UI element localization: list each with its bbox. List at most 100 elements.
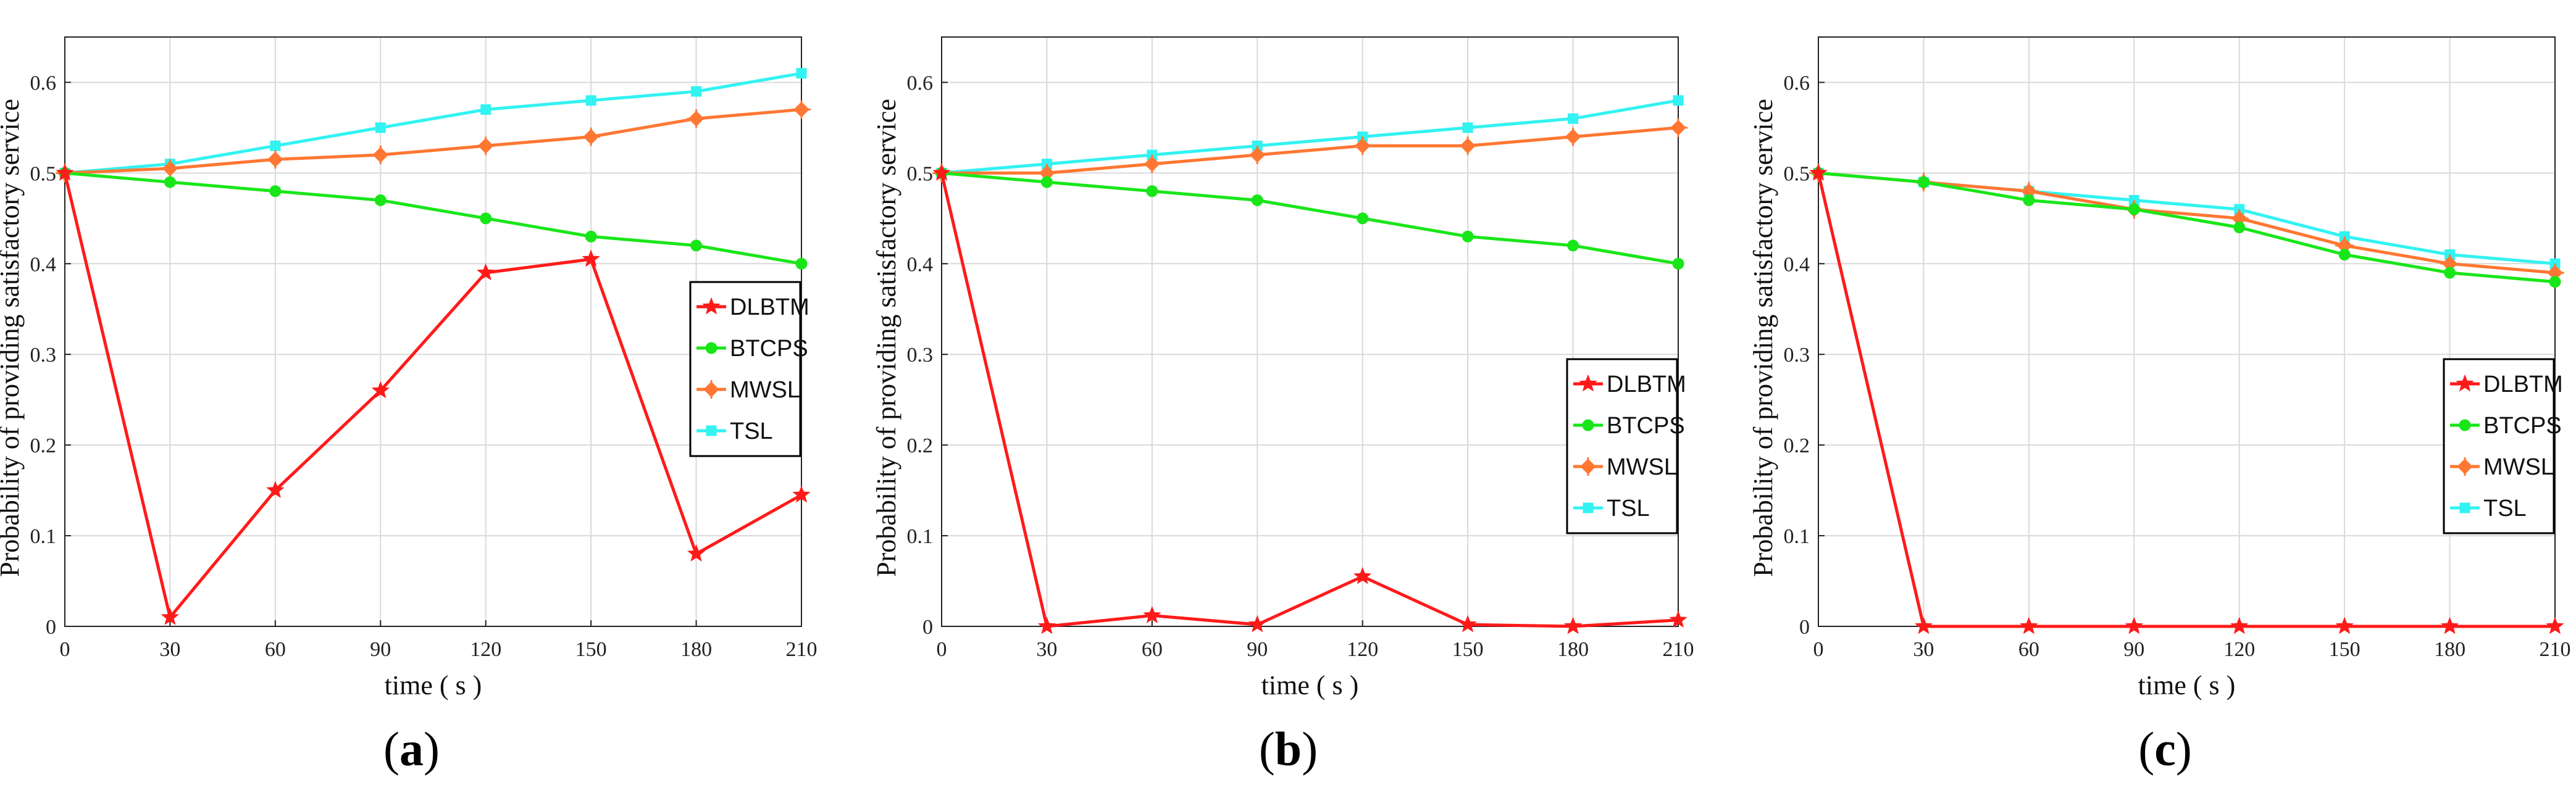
legend-entry-btcps: BTCPS	[1573, 413, 1685, 439]
y-tick-label: 0.6	[30, 72, 57, 94]
x-tick-label: 90	[2123, 638, 2144, 661]
data-point-mwsl	[476, 136, 495, 156]
series-btcps	[935, 167, 1684, 270]
legend-marker-tsl	[706, 425, 717, 436]
x-tick-label: 0	[1813, 638, 1824, 661]
y-tick-label: 0.2	[907, 434, 934, 457]
legend-label: DLBTM	[1607, 372, 1686, 397]
data-point-btcps	[2444, 267, 2456, 279]
data-point-tsl	[1568, 113, 1579, 124]
series-dlbtm	[1809, 164, 2564, 634]
x-tick-label: 150	[1452, 638, 1484, 661]
x-tick-label: 150	[575, 638, 607, 661]
data-point-tsl	[375, 122, 386, 133]
data-point-tsl	[270, 140, 281, 151]
data-point-dlbtm	[1248, 615, 1266, 633]
data-point-btcps	[585, 230, 597, 243]
data-point-mwsl	[1037, 164, 1056, 183]
legend-entry-btcps: BTCPS	[2450, 413, 2562, 439]
data-point-btcps	[1462, 230, 1474, 243]
x-tick-label: 30	[1036, 638, 1057, 661]
data-point-dlbtm	[582, 249, 600, 267]
data-point-mwsl	[582, 127, 601, 146]
data-point-btcps	[1251, 194, 1263, 206]
data-point-btcps	[795, 257, 808, 270]
legend-marker-mwsl	[2456, 457, 2474, 476]
panel-c: 0 30 60 90 120 150 180 210 0 0.1 0.2 0.3 0.4 0.5 0.6 ti…	[1748, 36, 2571, 776]
y-axis-label: Probability of providing satisfactory se…	[0, 99, 25, 577]
series-line-btcps	[941, 171, 1679, 265]
data-point-btcps	[2233, 222, 2246, 234]
data-point-dlbtm	[266, 481, 285, 499]
data-point-dlbtm	[1809, 164, 1828, 181]
data-point-mwsl	[1353, 136, 1372, 156]
series-line-btcps	[1818, 171, 2556, 284]
data-point-mwsl	[266, 150, 285, 169]
x-tick-label: 90	[370, 638, 391, 661]
legend-entry-dlbtm: DLBTM	[696, 294, 809, 320]
legend-marker-btcps	[1582, 419, 1594, 431]
legend-marker-mwsl	[702, 380, 721, 399]
y-tick-label: 0.2	[30, 434, 57, 457]
legend-entry-mwsl: MWSL	[2450, 454, 2554, 480]
legend: DLBTM BTCPS MWSL TSL	[689, 281, 809, 457]
legend-marker-tsl	[1583, 502, 1594, 513]
data-point-dlbtm	[56, 164, 74, 181]
data-point-mwsl	[1563, 127, 1583, 146]
x-tick-label: 150	[2329, 638, 2361, 661]
legend-label: TSL	[2483, 496, 2527, 521]
series-line-mwsl	[942, 126, 1679, 175]
data-point-btcps	[269, 185, 282, 197]
x-tick-label: 60	[1142, 638, 1163, 661]
plot-area	[1818, 37, 2555, 626]
data-point-dlbtm	[687, 544, 706, 562]
legend: DLBTM BTCPS MWSL TSL	[1566, 358, 1686, 534]
y-tick-label: 0.2	[1784, 434, 1810, 457]
y-tick-label: 0.1	[1784, 525, 1810, 548]
data-point-dlbtm	[1143, 606, 1161, 623]
legend-entry-dlbtm: DLBTM	[1573, 372, 1686, 397]
legend-marker-dlbtm	[1579, 374, 1597, 392]
data-point-mwsl	[792, 100, 811, 119]
legend-label: BTCPS	[1607, 413, 1685, 439]
legend-entry-mwsl: MWSL	[696, 377, 800, 403]
y-tick-label: 0.1	[907, 525, 934, 548]
x-axis-label: time ( s )	[2138, 670, 2236, 700]
data-point-dlbtm	[1458, 615, 1477, 633]
series-dlbtm	[56, 164, 811, 625]
data-point-btcps	[2128, 203, 2140, 215]
data-point-tsl	[1673, 95, 1684, 106]
legend-marker-btcps	[705, 342, 717, 354]
series-dlbtm	[932, 164, 1687, 634]
series-line-btcps	[64, 171, 802, 265]
data-point-mwsl	[161, 159, 180, 178]
data-point-mwsl	[1458, 136, 1478, 156]
data-point-tsl	[1462, 122, 1473, 133]
legend: DLBTM BTCPS MWSL TSL	[2443, 358, 2563, 534]
panel-b: 0 30 60 90 120 150 180 210 0 0.1 0.2 0.3 0.4 0.5 0.6 ti…	[871, 36, 1694, 776]
legend-entry-tsl: TSL	[2450, 496, 2527, 521]
data-point-dlbtm	[1563, 617, 1583, 634]
legend-marker-tsl	[2459, 502, 2470, 513]
data-point-tsl	[585, 95, 596, 106]
data-point-dlbtm	[1914, 617, 1933, 634]
x-tick-label: 210	[2540, 638, 2571, 661]
y-tick-label: 0.1	[30, 525, 57, 548]
legend-label: MWSL	[1607, 454, 1677, 480]
legend-label: BTCPS	[730, 336, 808, 362]
x-tick-label: 30	[1913, 638, 1934, 661]
legend-label: DLBTM	[2483, 372, 2563, 397]
x-tick-label: 90	[1247, 638, 1268, 661]
y-tick-label: 0.6	[1784, 72, 1810, 94]
legend-marker-dlbtm	[2456, 374, 2474, 392]
data-point-dlbtm	[1669, 610, 1687, 628]
data-point-dlbtm	[477, 263, 495, 281]
legend-label: MWSL	[2483, 454, 2554, 480]
data-point-dlbtm	[1353, 567, 1372, 584]
y-axis-label: Probability of providing satisfactory se…	[1748, 99, 1778, 577]
data-point-btcps	[480, 212, 492, 225]
legend-entry-dlbtm: DLBTM	[2450, 372, 2563, 397]
data-point-btcps	[1567, 239, 1579, 252]
legend-entry-tsl: TSL	[1573, 496, 1650, 521]
